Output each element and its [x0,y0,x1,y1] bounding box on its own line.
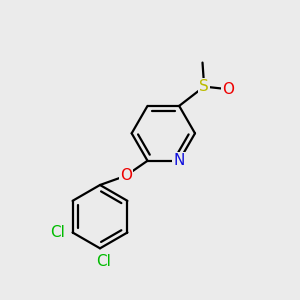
Text: O: O [120,168,132,183]
Text: O: O [222,82,234,97]
Text: Cl: Cl [96,254,111,268]
Text: N: N [173,153,185,168]
Text: S: S [199,79,209,94]
Text: Cl: Cl [50,225,65,240]
